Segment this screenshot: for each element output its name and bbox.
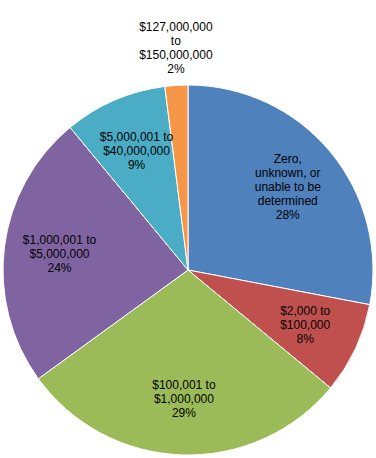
svg-text:$2,000 to$100,0008%: $2,000 to$100,0008% bbox=[280, 304, 330, 346]
svg-text:$100,001 to$1,000,00029%: $100,001 to$1,000,00029% bbox=[152, 378, 216, 420]
svg-text:$1,000,001 to$5,000,00024%: $1,000,001 to$5,000,00024% bbox=[23, 233, 97, 275]
svg-text:$5,000,001 to$40,000,0009%: $5,000,001 to$40,000,0009% bbox=[100, 130, 174, 172]
svg-text:Zero,unknown, orunable to bede: Zero,unknown, orunable to bedetermined28… bbox=[255, 152, 321, 222]
svg-text:$127,000,000to$150,000,0002%: $127,000,000to$150,000,0002% bbox=[139, 20, 213, 76]
